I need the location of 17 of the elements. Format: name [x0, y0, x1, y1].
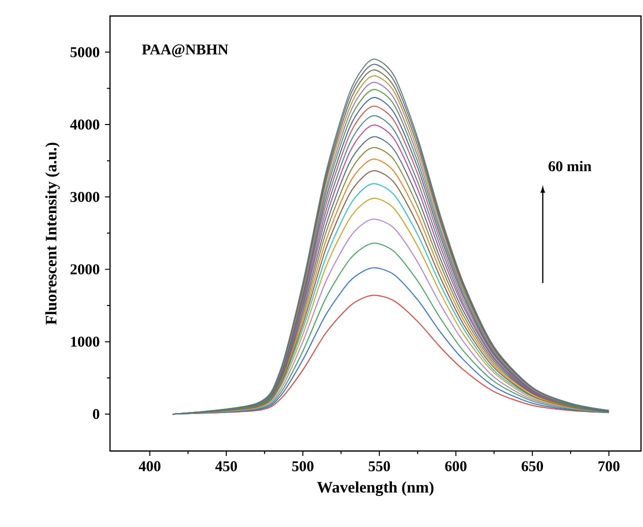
annotation: 60 min — [548, 160, 592, 172]
x-tick-label: 600 — [445, 461, 466, 472]
x-tick-label: 650 — [522, 461, 543, 472]
annotation: PAA@NBHN — [142, 44, 228, 58]
y-tick-label: 0 — [92, 409, 100, 420]
y-axis-title: Fluorescent Intensity (a.u.) — [45, 142, 60, 325]
y-tick-label: 1000 — [71, 336, 100, 347]
y-tick-label: 4000 — [70, 120, 100, 130]
x-tick-label: 700 — [598, 461, 620, 472]
x-tick-label: 450 — [215, 461, 237, 472]
x-tick-label: 400 — [138, 461, 160, 472]
x-tick-label: 500 — [292, 461, 314, 472]
y-tick-label: 3000 — [70, 192, 100, 202]
y-tick-label: 2000 — [70, 264, 100, 274]
x-tick-label: 550 — [368, 461, 390, 472]
x-axis-title: Wavelength (nm) — [317, 481, 434, 496]
y-tick-label: 5000 — [70, 47, 100, 58]
